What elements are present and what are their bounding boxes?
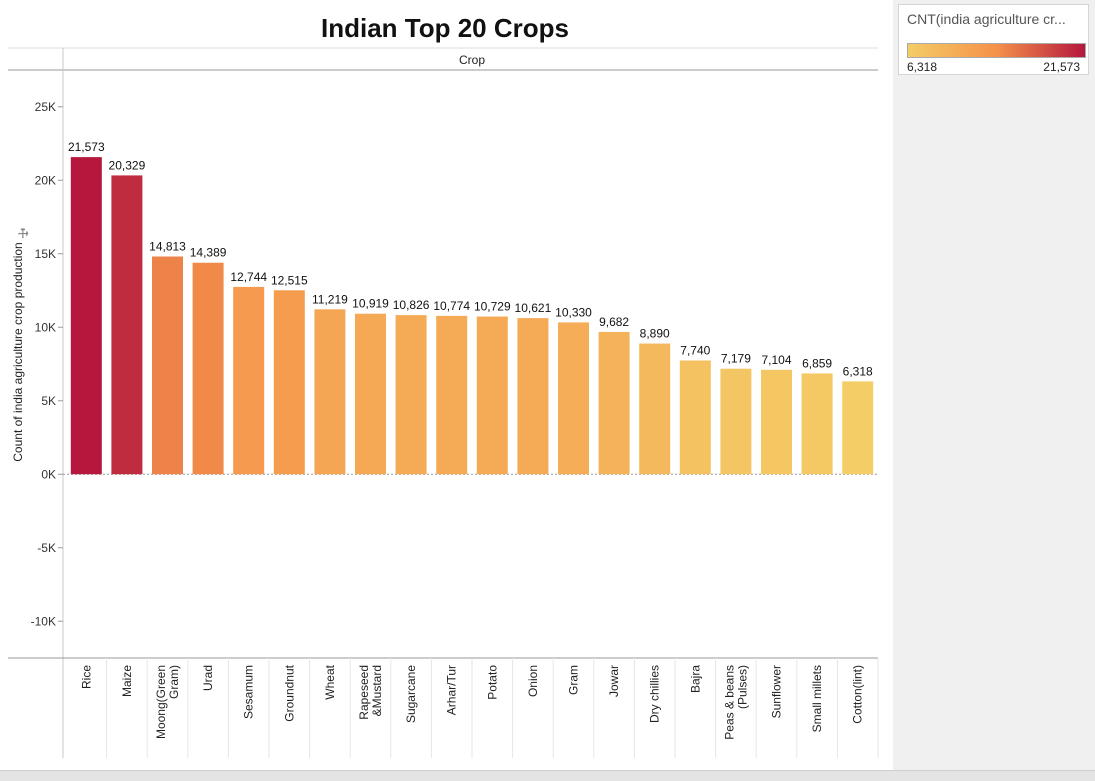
chart-title: Indian Top 20 Crops bbox=[321, 13, 569, 43]
x-tick-label: Potato bbox=[485, 665, 499, 700]
pin-icon: ⚒ bbox=[14, 224, 32, 242]
bar-value-label: 10,826 bbox=[393, 298, 430, 312]
bar-14 bbox=[639, 343, 671, 475]
x-tick-label: Urad bbox=[201, 665, 215, 691]
x-tick-label: Cotton(lint) bbox=[851, 665, 865, 724]
bar-8 bbox=[395, 315, 427, 475]
bar-value-label: 12,744 bbox=[230, 270, 267, 284]
x-tick-label: Groundnut bbox=[282, 664, 296, 721]
y-tick-label: 0K bbox=[41, 467, 56, 481]
legend-gradient-bar bbox=[907, 43, 1086, 58]
bar-value-label: 20,329 bbox=[109, 158, 146, 172]
bar-2 bbox=[152, 256, 183, 475]
bar-0 bbox=[70, 157, 102, 475]
bar-value-label: 12,515 bbox=[271, 273, 308, 287]
y-tick-label: 15K bbox=[35, 247, 56, 261]
bar-19 bbox=[842, 381, 874, 475]
y-tick-label: -10K bbox=[31, 614, 56, 628]
bar-value-label: 10,919 bbox=[352, 297, 389, 311]
x-tick-label: Sesamum bbox=[242, 665, 256, 719]
bar-5 bbox=[273, 290, 305, 475]
bar-15 bbox=[679, 360, 711, 475]
x-tick-label: &Mustard bbox=[370, 665, 384, 716]
bar-12 bbox=[558, 322, 589, 475]
bar-value-label: 9,682 bbox=[599, 315, 629, 329]
bar-value-label: 14,813 bbox=[149, 239, 186, 253]
legend-max-label: 21,573 bbox=[1043, 60, 1080, 74]
bar-value-label: 10,330 bbox=[555, 305, 592, 319]
bar-value-label: 14,389 bbox=[190, 246, 227, 260]
x-tick-label: Peas & beans bbox=[722, 665, 736, 740]
bar-value-label: 6,859 bbox=[802, 356, 832, 370]
y-tick-label: 20K bbox=[35, 173, 56, 187]
bar-value-label: 7,740 bbox=[680, 343, 710, 357]
sheet-tab-strip bbox=[0, 770, 1095, 781]
legend-title: CNT(india agriculture cr... bbox=[907, 11, 1066, 27]
legend-panel: CNT(india agriculture cr... 6,318 21,573 bbox=[893, 0, 1095, 780]
bar-value-label: 10,774 bbox=[433, 299, 470, 313]
legend-min-label: 6,318 bbox=[907, 60, 938, 74]
y-tick-label: -5K bbox=[37, 541, 56, 555]
x-tick-label: Maize bbox=[120, 665, 134, 697]
y-tick-label: 10K bbox=[35, 320, 56, 334]
x-tick-label: Small millets bbox=[810, 665, 824, 732]
x-tick-label: Gram) bbox=[167, 665, 181, 699]
bar-value-label: 21,573 bbox=[68, 140, 105, 154]
bar-7 bbox=[355, 313, 386, 475]
bar-1 bbox=[111, 175, 143, 475]
bar-13 bbox=[598, 331, 630, 475]
bar-9 bbox=[436, 315, 468, 475]
x-tick-label: Arhar/Tur bbox=[445, 665, 459, 715]
x-tick-label: Jowar bbox=[607, 665, 621, 697]
bar-value-label: 8,890 bbox=[640, 327, 670, 341]
bar-value-label: 7,104 bbox=[761, 353, 791, 367]
bar-chart: Indian Top 20 Crops Crop Count of india ag… bbox=[8, 13, 879, 758]
bar-18 bbox=[801, 373, 833, 475]
y-axis-title: Count of india agriculture crop producti… bbox=[11, 242, 25, 461]
bar-10 bbox=[476, 316, 508, 475]
bar-value-label: 10,729 bbox=[474, 300, 511, 314]
x-tick-label: Gram bbox=[567, 665, 581, 695]
chart-area: Indian Top 20 Crops Crop Count of india ag… bbox=[0, 0, 893, 770]
x-tick-label: Sunflower bbox=[770, 665, 784, 718]
y-tick-label: 25K bbox=[35, 100, 56, 114]
bar-6 bbox=[314, 309, 346, 475]
bar-value-label: 6,318 bbox=[843, 364, 873, 378]
bar-value-label: 11,219 bbox=[312, 292, 348, 306]
x-tick-label: Dry chillies bbox=[648, 665, 662, 723]
x-tick-label: Rapeseed bbox=[357, 665, 371, 720]
bar-4 bbox=[233, 286, 265, 475]
bar-11 bbox=[517, 318, 549, 475]
y-tick-label: 5K bbox=[41, 394, 56, 408]
bar-17 bbox=[761, 369, 792, 475]
x-tick-label: Sugarcane bbox=[404, 665, 418, 723]
x-tick-label: Bajra bbox=[688, 665, 702, 693]
x-tick-label: Wheat bbox=[323, 664, 337, 699]
color-legend[interactable]: CNT(india agriculture cr... 6,318 21,573 bbox=[898, 4, 1089, 75]
x-tick-label: (Pulses) bbox=[735, 665, 749, 709]
column-header-label: Crop bbox=[459, 53, 485, 67]
x-tick-label: Onion bbox=[526, 665, 540, 697]
x-tick-label: Moong(Green bbox=[154, 665, 168, 739]
bar-value-label: 7,179 bbox=[721, 352, 751, 366]
bar-3 bbox=[192, 262, 224, 475]
x-tick-label: Rice bbox=[79, 665, 93, 689]
bar-16 bbox=[720, 368, 752, 475]
bar-value-label: 10,621 bbox=[515, 301, 552, 315]
